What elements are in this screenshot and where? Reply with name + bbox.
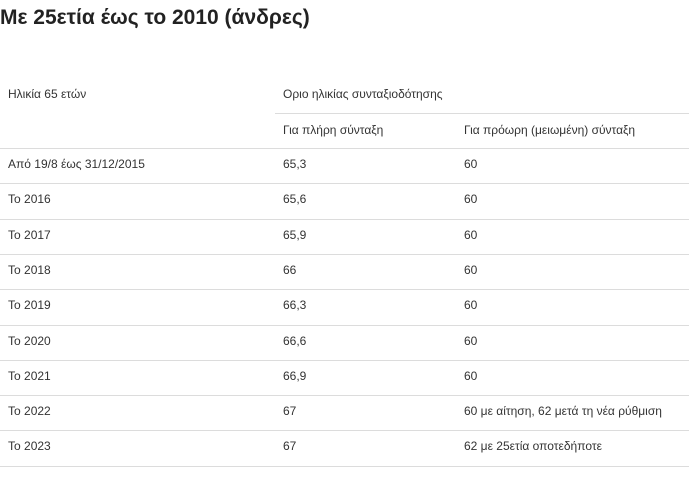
title: Με 25ετία έως το 2010 (άνδρες) [0,6,310,29]
table-cell: 67 [283,439,297,454]
table-cell: 60 [464,157,478,171]
header-rule [275,113,689,114]
table-cell: 60 [464,298,478,313]
table-cell: Το 2020 [8,333,51,348]
sub-header: Για πλήρη σύνταξη [283,123,384,137]
table-cell: 66 [283,262,297,277]
table-cell: 60 με αίτηση, 62 μετά τη νέα ρύθμιση [464,404,662,419]
table-cell: 60 [464,262,478,277]
table-cell: Το 2019 [8,298,51,313]
row-rule [0,360,689,361]
row-rule [0,183,689,184]
table-cell: 65,9 [283,227,307,242]
table-cell: 60 [464,227,478,242]
group-header: Οριο ηλικίας συνταξιοδότησης [283,87,443,101]
sub-header: Για πρόωρη (μειωμένη) σύνταξη [464,123,636,137]
table-cell: 66,9 [283,368,307,383]
row-rule [0,289,689,290]
row-rule [0,466,689,467]
row-rule [0,254,689,255]
table-cell: Το 2022 [8,404,51,419]
table-cell: Το 2017 [8,227,51,242]
table-cell: 66,3 [283,298,307,313]
table-cell: Το 2018 [8,262,51,277]
row-rule [0,395,689,396]
table-cell: 60 [464,192,478,207]
table-cell: Από 19/8 έως 31/12/2015 [8,157,145,171]
table-cell: 67 [283,404,297,419]
table-cell: 62 με 25ετία οποτεδήποτε [464,439,602,454]
table-cell: 66,6 [283,333,307,348]
table-cell: 60 [464,333,478,348]
table-cell: 65,6 [283,192,307,207]
header-rule [0,148,689,149]
table-cell: 60 [464,368,478,383]
row-rule [0,219,689,220]
row-rule [0,325,689,326]
table-cell: Το 2016 [8,192,51,207]
table-cell: 65,3 [283,157,307,171]
table-cell: Το 2023 [8,439,51,454]
row-rule [0,430,689,431]
table-cell: Το 2021 [8,368,51,383]
column-header: Ηλικία 65 ετών [8,87,87,101]
